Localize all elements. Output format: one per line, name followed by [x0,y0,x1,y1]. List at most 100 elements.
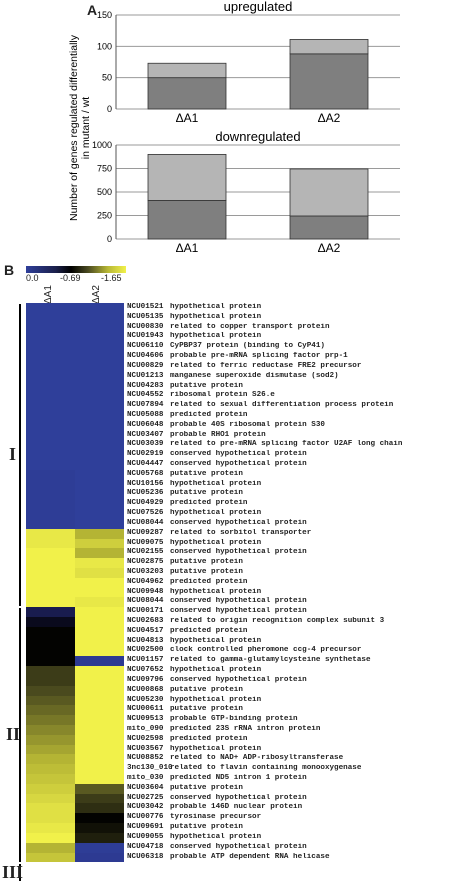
heatmap-column-labels: ΔA1 ΔA2 [26,280,126,304]
bar-segment [147,62,227,79]
gene-row: NCU08044 conserved hypothetical protein [127,519,472,529]
gene-row: NCU02919 conserved hypothetical protein [127,450,472,460]
heatmap-cell [75,450,124,460]
gene-row: NCU09075 hypothetical protein [127,539,472,549]
gene-row: NCU00611 putative protein [127,705,472,715]
gene-id: NCU04517 [127,626,164,635]
heatmap-cell [26,332,75,343]
heatmap-cell [26,774,75,784]
gene-row: NCU03039 related to pre-mRNA splicing fac… [127,440,472,450]
gene-description: hypothetical protein [170,509,262,518]
heatmap-cell [75,764,124,774]
heatmap-row [26,803,124,814]
gene-id: NCU06318 [127,852,164,861]
heatmap-cell [26,852,75,863]
heatmap-cell [26,440,75,451]
gene-row: NCU02500 clock controlled pheromone ccg-4… [127,646,472,656]
heatmap-cell [75,607,124,617]
gene-row: NCU05230 hypothetical protein [127,696,472,706]
heatmap-row [26,842,124,853]
gene-description: related to gamma-glutamylcysteine synthe… [170,656,371,665]
gene-id: NCU07894 [127,401,164,410]
heatmap-cell [26,587,75,598]
heatmap-cell [75,813,124,824]
color-scale-tick: -1.65 [101,273,122,283]
y-axis-label: Number of genes regulated differentially… [68,34,92,221]
heatmap-cell [26,381,75,392]
heatmap-cell [75,303,124,313]
heatmap-row [26,744,124,755]
heatmap-cell [75,567,124,578]
heatmap-row [26,538,124,549]
gene-id: NCU01943 [127,332,164,341]
gene-row: NCU08852 related to NAD+ ADP-ribosyltrans… [127,754,472,764]
heatmap-cell [75,342,124,353]
heatmap-row [26,783,124,794]
gene-row: NCU02598 predicted protein [127,735,472,745]
cluster-label: III [2,861,24,882]
heatmap-row [26,361,124,372]
gene-id: NCU03567 [127,744,164,753]
heatmap-cell [26,666,75,676]
gene-description: manganese superoxide dismutase (sod2) [170,371,339,380]
heatmap-cell [26,322,75,333]
heatmap-cell [75,538,124,549]
heatmap-cell [75,558,124,568]
gene-description: hypothetical protein [170,587,262,596]
heatmap-row [26,636,124,647]
heatmap-cell [75,430,124,441]
heatmap-row [26,646,124,657]
heatmap-cell [26,793,75,804]
heatmap-cell [26,312,75,323]
heatmap-cell [26,705,75,716]
heatmap-cell [26,617,75,627]
heatmap-cell [26,303,75,313]
gene-id: NCU06048 [127,420,164,429]
cluster-label: I [9,444,17,465]
heatmap-cell [75,401,124,411]
heatmap-row [26,567,124,578]
gene-row: NCU08044 conserved hypothetical protein [127,597,472,607]
gene-row: NCU07526 hypothetical protein [127,509,472,519]
gene-description: putative protein [170,823,243,832]
gene-row: NCU07894 related to sexual differentiatio… [127,401,472,411]
heatmap-cell [26,391,75,402]
heatmap-cell [26,460,75,470]
gene-row: NCU09691 putative protein [127,823,472,833]
y-tick-label: 50 [102,73,112,83]
gene-id: NCU04813 [127,636,164,645]
heatmap-cell [75,793,124,804]
gene-description: tyrosinase precursor [170,813,262,822]
gene-description: putative protein [170,685,243,694]
heatmap-cell [26,832,75,843]
heatmap-cell [75,587,124,598]
gene-description: predicted protein [170,734,248,743]
heatmap-row [26,774,124,784]
gene-id: NCU05135 [127,312,164,321]
gene-row: NCU00868 putative protein [127,686,472,696]
heatmap-row [26,666,124,676]
heatmap-row [26,489,124,500]
gene-row: NCU09948 hypothetical protein [127,588,472,598]
x-category-label: ΔA2 [318,241,341,255]
color-scale-bar [26,266,126,273]
heatmap-cell [75,823,124,833]
color-scale-tick: -0.69 [60,273,81,283]
gene-description: predicted ND5 intron 1 protein [170,774,307,782]
heatmap-cell [26,410,75,421]
cluster-label: II [6,724,21,745]
heatmap-cell [26,734,75,745]
gene-description: predicted 23S rRNA intron protein [170,724,321,733]
heatmap-row [26,460,124,470]
heatmap-cell [75,666,124,676]
gene-description: hypothetical protein [170,744,262,753]
heatmap-cell [75,312,124,323]
y-tick-label: 750 [97,164,112,174]
gene-id: NCU07652 [127,666,164,675]
heatmap-cell [75,499,124,510]
gene-id: NCU09796 [127,675,164,684]
expression-heatmap [26,303,124,863]
gene-description: conserved hypothetical protein [170,597,307,606]
gene-id: NCU09948 [127,587,164,596]
gene-id: NCU02155 [127,548,164,557]
